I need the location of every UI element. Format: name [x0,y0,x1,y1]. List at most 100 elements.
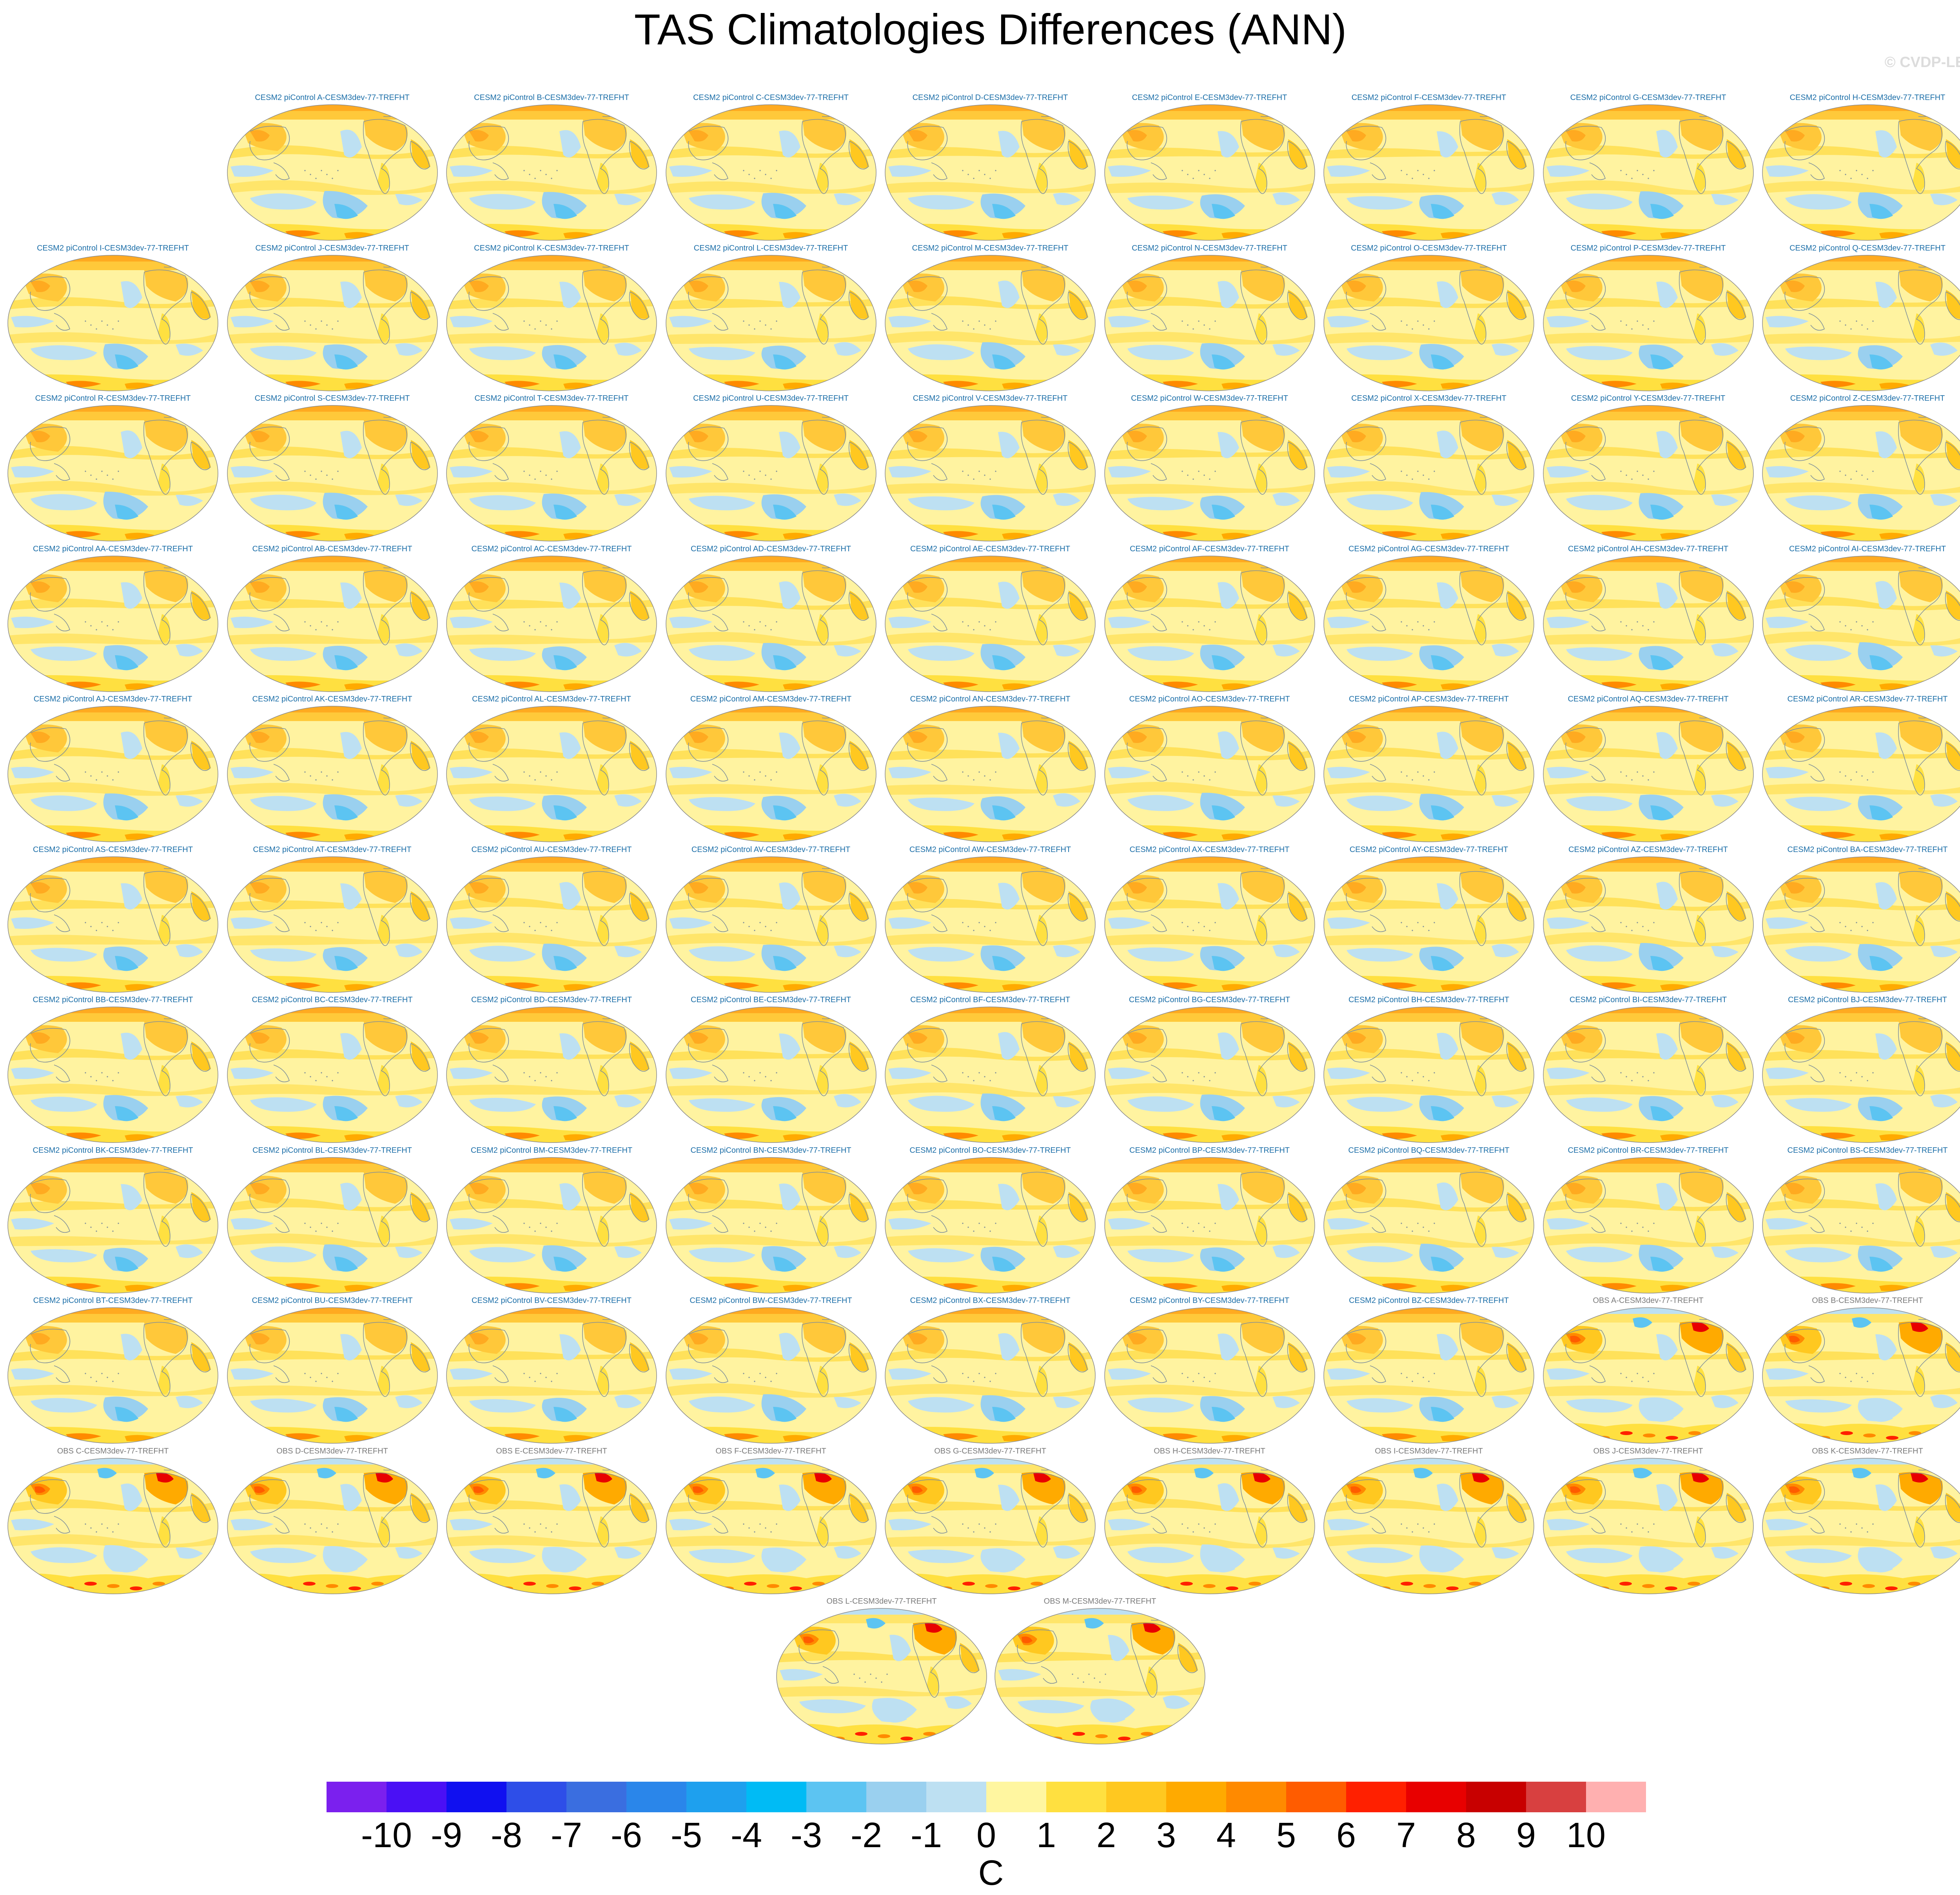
colorbar-box [446,1782,506,1812]
world-map [995,1608,1205,1744]
world-map [1104,1307,1315,1444]
world-map [227,856,438,993]
panel-title: CESM2 piControl BJ-CESM3dev-77-TREFHT [1788,996,1947,1004]
world-map [1104,555,1315,692]
map-panel: OBS L-CESM3dev-77-TREFHT [776,1596,987,1746]
panel-title: CESM2 piControl BE-CESM3dev-77-TREFHT [691,996,851,1004]
world-map [885,706,1096,842]
map-panel: CESM2 piControl AH-CESM3dev-77-TREFHT [1543,543,1754,694]
map-panel: CESM2 piControl E-CESM3dev-77-TREFHT [1104,92,1316,243]
panel-title: CESM2 piControl N-CESM3dev-77-TREFHT [1132,243,1287,253]
world-map [1543,405,1754,541]
world-map [665,1457,877,1594]
world-map [1104,254,1315,391]
panel-title: CESM2 piControl F-CESM3dev-77-TREFHT [1351,93,1506,102]
world-map [665,1157,877,1294]
panel-title: CESM2 piControl K-CESM3dev-77-TREFHT [474,243,629,253]
colorbar-box [686,1782,746,1812]
panel-title: CESM2 piControl AH-CESM3dev-77-TREFHT [1568,544,1728,553]
map-panel: CESM2 piControl BD-CESM3dev-77-TREFHT [446,994,657,1145]
panel-title: OBS M-CESM3dev-77-TREFHT [1044,1597,1156,1606]
colorbar-tick-label: -3 [790,1816,822,1855]
world-map [446,555,657,692]
map-panel: CESM2 piControl BI-CESM3dev-77-TREFHT [1543,994,1754,1145]
world-map [227,254,438,391]
world-map [7,856,218,993]
world-map [7,254,218,391]
map-panel: CESM2 piControl AM-CESM3dev-77-TREFHT [665,694,877,844]
map-panel: CESM2 piControl AZ-CESM3dev-77-TREFHT [1543,844,1754,995]
panel-title: CESM2 piControl W-CESM3dev-77-TREFHT [1131,394,1288,403]
world-map [227,405,438,541]
map-panel: CESM2 piControl AW-CESM3dev-77-TREFHT [884,844,1096,995]
colorbar-tick-label: -5 [670,1816,702,1855]
map-panel: CESM2 piControl H-CESM3dev-77-TREFHT [1762,92,1960,243]
world-map [885,1157,1096,1294]
map-panel: CESM2 piControl BU-CESM3dev-77-TREFHT [227,1295,438,1446]
map-panel: CESM2 piControl BE-CESM3dev-77-TREFHT [665,994,877,1145]
world-map [1104,1457,1315,1594]
colorbar-box [1406,1782,1466,1812]
world-map [1762,706,1960,842]
colorbar-box [626,1782,686,1812]
panel-title: CESM2 piControl BQ-CESM3dev-77-TREFHT [1348,1146,1510,1155]
map-panel: CESM2 piControl BK-CESM3dev-77-TREFHT [7,1145,219,1295]
panel-title: CESM2 piControl BA-CESM3dev-77-TREFHT [1787,845,1948,854]
panel-title: OBS E-CESM3dev-77-TREFHT [496,1446,607,1455]
panel-title: CESM2 piControl AQ-CESM3dev-77-TREFHT [1568,695,1729,703]
panel-title: CESM2 piControl AE-CESM3dev-77-TREFHT [910,544,1070,553]
panel-title: CESM2 piControl Z-CESM3dev-77-TREFHT [1790,394,1945,403]
colorbar-box [926,1782,986,1812]
panel-title: CESM2 piControl BT-CESM3dev-77-TREFHT [33,1296,193,1305]
world-map [885,254,1096,391]
world-map [1762,405,1960,541]
map-panel: CESM2 piControl BT-CESM3dev-77-TREFHT [7,1295,219,1446]
panel-title: OBS A-CESM3dev-77-TREFHT [1593,1296,1704,1305]
panel-title: CESM2 piControl BU-CESM3dev-77-TREFHT [252,1296,413,1305]
world-map [227,555,438,692]
panel-title: CESM2 piControl G-CESM3dev-77-TREFHT [1570,93,1726,102]
colorbar-box [1046,1782,1106,1812]
panel-title: CESM2 piControl X-CESM3dev-77-TREFHT [1351,394,1506,403]
colorbar-box [1286,1782,1346,1812]
world-map [1762,1157,1960,1294]
map-panel: CESM2 piControl AT-CESM3dev-77-TREFHT [227,844,438,995]
map-panel: CESM2 piControl BS-CESM3dev-77-TREFHT [1762,1145,1960,1295]
watermark: © CVDP-LE [1884,54,1960,71]
map-panel: CESM2 piControl B-CESM3dev-77-TREFHT [446,92,657,243]
panel-title: CESM2 piControl BH-CESM3dev-77-TREFHT [1348,996,1510,1004]
world-map [446,1157,657,1294]
world-map [885,1007,1096,1143]
panel-title: CESM2 piControl AR-CESM3dev-77-TREFHT [1787,695,1948,703]
panel-title: CESM2 piControl V-CESM3dev-77-TREFHT [913,394,1068,403]
panel-title: CESM2 piControl M-CESM3dev-77-TREFHT [912,243,1069,253]
map-panel: CESM2 piControl AY-CESM3dev-77-TREFHT [1323,844,1535,995]
panel-title: CESM2 piControl BK-CESM3dev-77-TREFHT [33,1146,193,1155]
world-map [7,1007,218,1143]
world-map [776,1608,987,1744]
panel-title: CESM2 piControl BR-CESM3dev-77-TREFHT [1568,1146,1729,1155]
map-panel: CESM2 piControl J-CESM3dev-77-TREFHT [227,243,438,393]
panel-title: OBS D-CESM3dev-77-TREFHT [276,1446,388,1455]
world-map [446,254,657,391]
world-map [1104,405,1315,541]
colorbar-box [566,1782,626,1812]
map-panel: CESM2 piControl O-CESM3dev-77-TREFHT [1323,243,1535,393]
world-map [665,1307,877,1444]
panel-title: OBS B-CESM3dev-77-TREFHT [1812,1296,1923,1305]
map-panel: CESM2 piControl BA-CESM3dev-77-TREFHT [1762,844,1960,995]
map-panel: OBS J-CESM3dev-77-TREFHT [1543,1446,1754,1596]
world-map [446,856,657,993]
world-map [446,405,657,541]
world-map [1762,1007,1960,1143]
colorbar-box [327,1782,387,1812]
panel-title: CESM2 piControl AS-CESM3dev-77-TREFHT [33,845,193,854]
colorbar-box [1166,1782,1226,1812]
world-map [1104,1007,1315,1143]
panel-title: CESM2 piControl AK-CESM3dev-77-TREFHT [252,695,412,703]
world-map [1104,706,1315,842]
map-panel: CESM2 piControl P-CESM3dev-77-TREFHT [1543,243,1754,393]
world-map [1543,104,1754,241]
world-map [1104,1157,1315,1294]
panel-title: CESM2 piControl R-CESM3dev-77-TREFHT [35,394,191,403]
